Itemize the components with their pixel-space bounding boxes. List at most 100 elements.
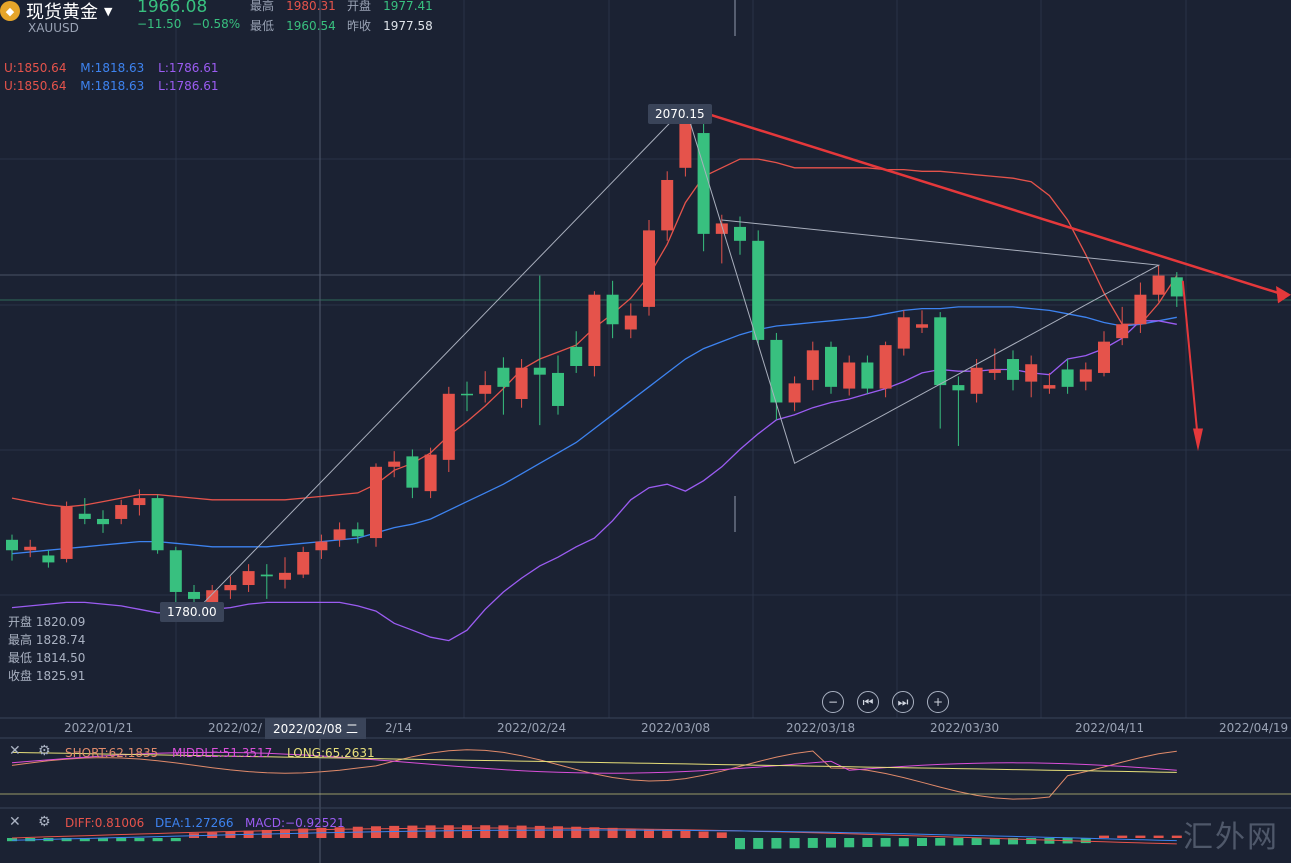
watermark: 汇外网 (1183, 820, 1279, 855)
candle-body (552, 372, 564, 406)
x-label: 2022/02/ (208, 721, 262, 735)
ma-indicator-panel (0, 749, 1291, 800)
candle-body (1134, 294, 1147, 325)
candle-body (188, 591, 200, 599)
zoom-out-button[interactable]: − (822, 691, 844, 713)
candle-body (1043, 385, 1056, 389)
candle-body (843, 362, 856, 389)
macd-bar (735, 838, 745, 850)
instrument-name: 现货黄金 (26, 2, 98, 23)
x-label: 2022/03/18 (786, 721, 856, 735)
macd-bar (1117, 835, 1128, 838)
candle-body (533, 367, 546, 375)
candle-body (624, 315, 637, 330)
macd-bar (716, 832, 727, 838)
candle-body (916, 324, 928, 328)
instrument-title[interactable]: ◆ 现货黄金 ▼ (0, 0, 112, 24)
zoom-in-button[interactable]: + (927, 691, 949, 713)
candle-body (224, 585, 237, 591)
candle-body (879, 345, 892, 389)
macd-indicator-panel (7, 825, 1182, 850)
macd-dea-label: DEA:1.27266 (155, 816, 234, 830)
macd-bar (98, 838, 108, 842)
chevron-down-icon[interactable]: ▼ (104, 4, 113, 18)
candle-body (151, 498, 164, 551)
low-label: 最低 (250, 19, 275, 33)
price-change-pct: −0.58% (192, 17, 241, 31)
candle-body (351, 529, 364, 537)
candle-body (315, 541, 328, 551)
candle-body (861, 362, 874, 389)
macd-bar (771, 838, 782, 849)
macd-bar (61, 838, 72, 842)
down-arrow-line (1181, 280, 1199, 441)
hover-high: 最高 1828.74 (8, 633, 86, 647)
candle-body (1079, 369, 1092, 382)
macd-bar (1171, 835, 1182, 838)
candle-body (1061, 369, 1074, 387)
macd-bar (989, 838, 1000, 845)
candle-body (752, 240, 765, 340)
arrow-head (1193, 428, 1203, 452)
candle-body (115, 505, 128, 519)
x-label: 2022/04/19 (1219, 721, 1289, 735)
macd-bar (680, 830, 691, 838)
candle-body (970, 367, 983, 394)
cursor-date-tag: 2022/02/08 二 (265, 718, 366, 739)
candle-body (479, 385, 492, 394)
settings-icon[interactable]: ⚙ (38, 743, 51, 759)
settings-icon[interactable]: ⚙ (38, 814, 51, 830)
skip-back-icon: ⏮ (862, 694, 874, 709)
macd-bar (1026, 838, 1037, 845)
macd-bar (152, 838, 163, 842)
boll-legend-2: U:1850.64 M:1818.63 L:1786.61 (4, 79, 229, 93)
scroll-end-button[interactable]: ⏭ (892, 691, 914, 713)
macd-bar (571, 826, 582, 838)
boll-middle-label: M:1818.63 (80, 61, 145, 75)
macd-bar (917, 838, 927, 846)
close-icon[interactable]: ✕ (9, 743, 21, 759)
macd-bar (753, 838, 764, 849)
macd-diff-label: DIFF:0.81006 (65, 816, 145, 830)
macd-bar (789, 838, 800, 849)
candle-body (643, 230, 655, 307)
last-price: 1966.08 (137, 0, 208, 17)
macd-bar (1080, 838, 1091, 844)
macd-bar (134, 838, 145, 842)
candle-body (734, 226, 746, 241)
macd-bar (1099, 835, 1109, 838)
x-label: 2022/01/21 (64, 721, 134, 735)
price-change: −11.50 (137, 17, 182, 31)
boll-upper-label-2: U:1850.64 (4, 79, 67, 93)
candle-body (606, 294, 619, 325)
macd-bar (1044, 838, 1055, 844)
low-price-tag: 1780.00 (160, 602, 224, 622)
ma-short-label: SHORT:62.1835 (65, 746, 159, 760)
macd-bar (607, 827, 618, 838)
close-icon[interactable]: ✕ (9, 814, 21, 830)
macd-bar (462, 825, 472, 838)
macd-bar (698, 831, 709, 838)
macd-bar (971, 838, 982, 846)
macd-bar (953, 838, 964, 846)
scroll-start-button[interactable]: ⏮ (857, 691, 879, 713)
macd-bar (880, 838, 891, 847)
ma-middle-line (11, 751, 1177, 774)
macd-bar (1153, 835, 1164, 838)
high-value: 1980.31 (286, 0, 336, 13)
low-stat: 最低 1960.54 (250, 17, 336, 34)
candle-body (406, 456, 419, 488)
candle-body (333, 529, 346, 540)
candle-body (370, 466, 382, 539)
candle-body (6, 539, 18, 551)
open-label: 开盘 (347, 0, 372, 13)
candle-body (934, 317, 947, 386)
candle-body (806, 350, 819, 380)
candle-body (42, 555, 55, 563)
candle-body (1025, 364, 1038, 382)
candle-body (588, 294, 601, 366)
candle-body (1170, 277, 1183, 297)
boll-lower-label-2: L:1786.61 (158, 79, 219, 93)
macd-bar (79, 838, 90, 842)
